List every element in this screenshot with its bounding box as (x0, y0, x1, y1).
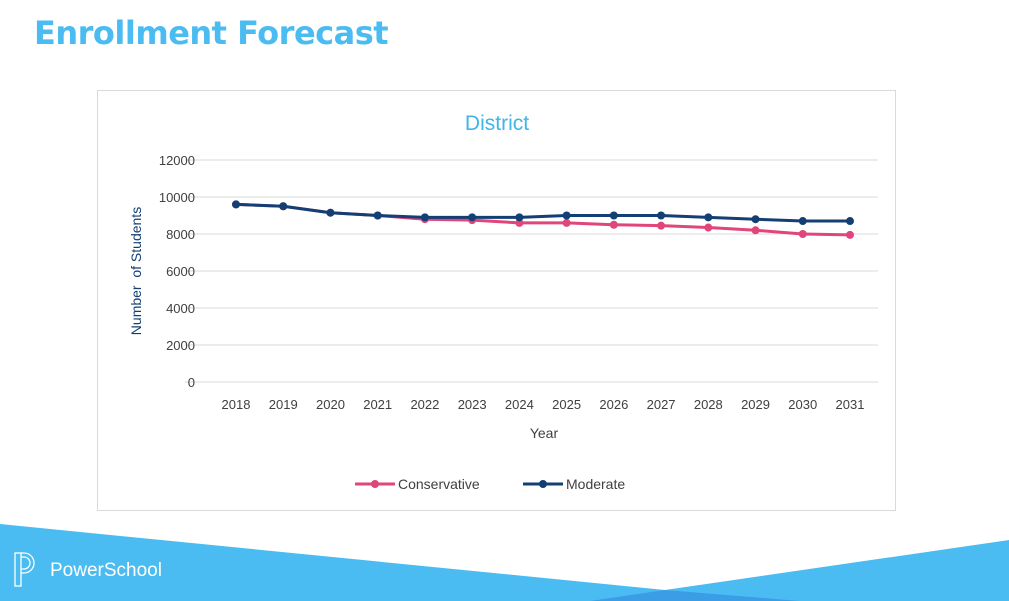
footer-accent (590, 590, 800, 601)
legend-marker (371, 480, 379, 488)
x-tick-label: 2018 (222, 397, 251, 412)
data-point (657, 221, 666, 230)
data-point (326, 208, 335, 217)
series-moderate (232, 200, 854, 226)
data-point (609, 211, 618, 220)
y-tick-label: 10000 (159, 190, 195, 205)
data-point (468, 213, 477, 222)
data-point (704, 223, 713, 232)
data-point (751, 215, 760, 224)
footer-band (0, 524, 1009, 601)
x-axis-label: Year (530, 425, 559, 441)
x-tick-label: 2028 (694, 397, 723, 412)
data-point (798, 230, 807, 238)
legend-label: Conservative (398, 476, 480, 492)
y-tick-label: 8000 (166, 227, 195, 242)
data-point (373, 211, 382, 220)
x-tick-label: 2019 (269, 397, 298, 412)
x-tick-label: 2021 (363, 397, 392, 412)
data-point (846, 217, 854, 226)
y-tick-label: 2000 (166, 338, 195, 353)
data-point (704, 213, 713, 222)
x-tick-label: 2026 (599, 397, 628, 412)
x-tick-label: 2025 (552, 397, 581, 412)
data-point (751, 226, 760, 235)
data-point (515, 218, 524, 227)
data-point (562, 218, 571, 227)
x-tick-label: 2031 (836, 397, 865, 412)
y-tick-label: 0 (188, 375, 195, 390)
data-point (515, 213, 524, 222)
data-point (279, 202, 288, 211)
data-point (420, 213, 429, 222)
data-point (846, 230, 854, 239)
y-axis-label: Number of Students (128, 207, 144, 335)
data-point (609, 220, 618, 229)
x-tick-label: 2027 (647, 397, 676, 412)
data-point (232, 200, 240, 209)
legend-item-moderate: Moderate (523, 476, 625, 492)
y-tick-label: 12000 (159, 153, 195, 168)
x-tick-label: 2020 (316, 397, 345, 412)
legend-item-conservative: Conservative (355, 476, 480, 492)
legend-label: Moderate (566, 476, 625, 492)
data-point (657, 211, 666, 220)
y-tick-label: 4000 (166, 301, 195, 316)
data-point (798, 217, 807, 226)
chart-title: District (465, 112, 529, 135)
data-point (562, 211, 571, 220)
page-title: Enrollment Forecast (34, 14, 389, 52)
x-tick-label: 2030 (788, 397, 817, 412)
powerschool-logo-icon (14, 552, 35, 587)
y-tick-label: 6000 (166, 264, 195, 279)
series-line (235, 202, 850, 223)
x-tick-label: 2023 (458, 397, 487, 412)
x-tick-label: 2029 (741, 397, 770, 412)
x-tick-label: 2024 (505, 397, 534, 412)
chart-frame (97, 90, 896, 511)
x-tick-label: 2022 (410, 397, 439, 412)
brand-name: PowerSchool (50, 560, 162, 581)
legend-marker (539, 480, 547, 488)
